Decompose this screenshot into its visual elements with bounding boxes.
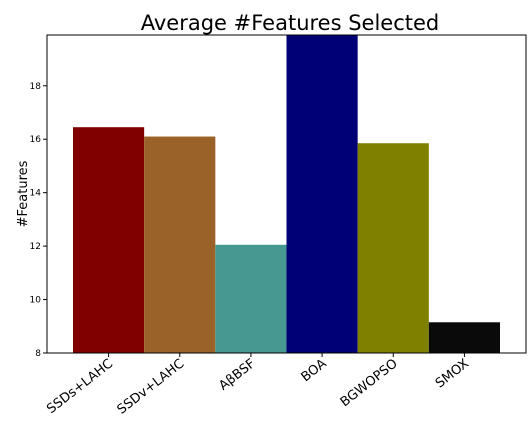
bar-ssds-lahc: [73, 127, 145, 354]
chart-title: Average #Features Selected: [141, 11, 440, 35]
y-tick-label: 12: [30, 242, 41, 252]
y-tick-label: 16: [30, 135, 42, 145]
x-tick-label: SSDv+LAHC: [115, 356, 188, 417]
y-tick-label: 10: [30, 296, 42, 306]
bar-bgwopso: [357, 143, 429, 353]
x-tick-label: SMOX: [433, 356, 472, 391]
bar-a-bsf: [215, 244, 287, 353]
y-tick-label: 8: [35, 349, 41, 359]
bars-group: [73, 35, 500, 354]
y-axis-label: #Features: [16, 160, 31, 227]
plot-frame: [46, 34, 527, 354]
x-tick-label: BOA: [299, 356, 330, 385]
x-tick-label: BGWOPSO: [338, 356, 401, 410]
y-ticks-group: 8 10 12 14 16 18: [30, 82, 47, 359]
bar-ssdv-lahc: [144, 136, 216, 353]
y-tick-label: 18: [30, 82, 42, 92]
y-tick-label: 14: [30, 189, 42, 199]
bar-smox: [428, 322, 500, 353]
x-tick-label: SSDs+LAHC: [44, 356, 116, 417]
x-tick-label: AβBSF: [216, 356, 258, 393]
bar-boa: [286, 35, 358, 353]
